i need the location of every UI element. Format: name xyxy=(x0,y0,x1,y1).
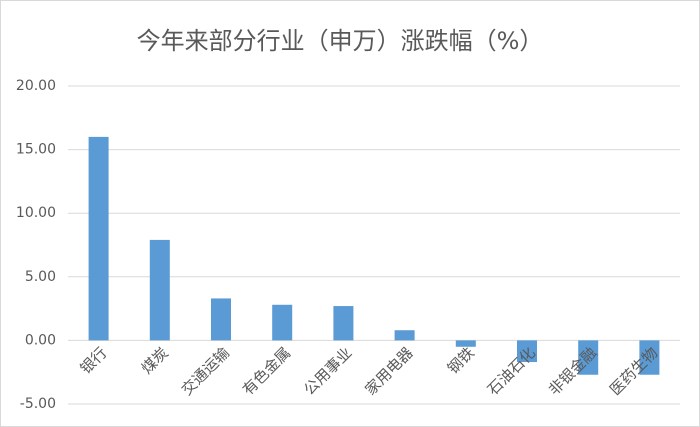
bar xyxy=(394,330,415,341)
bar xyxy=(517,340,537,363)
bar xyxy=(211,298,231,341)
bar xyxy=(639,340,660,375)
y-tick-label: 10.00 xyxy=(16,205,56,221)
y-tick-label: 5.00 xyxy=(25,269,56,285)
y-tick-label: -5.00 xyxy=(20,396,56,412)
bar xyxy=(578,340,599,375)
bar xyxy=(88,136,109,341)
chart-title: 今年来部分行业（申万）涨跌幅（%） xyxy=(137,27,544,55)
bar xyxy=(333,306,354,341)
y-tick-label: 0.00 xyxy=(25,332,56,348)
bar xyxy=(272,304,293,341)
y-tick-label: 20.00 xyxy=(16,78,56,94)
bar xyxy=(149,239,170,341)
bar xyxy=(455,340,476,347)
y-tick-label: 15.00 xyxy=(16,142,56,158)
